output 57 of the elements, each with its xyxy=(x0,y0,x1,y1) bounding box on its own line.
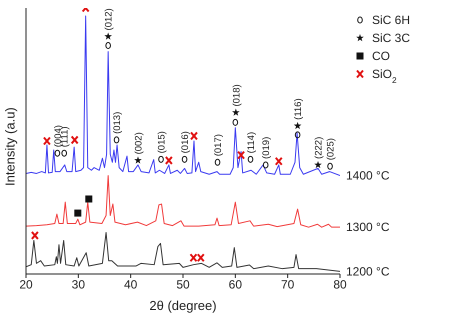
point xyxy=(105,42,111,50)
point xyxy=(61,150,68,157)
annotation: (017) xyxy=(213,134,224,156)
point xyxy=(42,136,51,146)
point xyxy=(294,122,302,130)
point xyxy=(294,131,300,138)
x-tick-label: 20 xyxy=(19,278,33,292)
point xyxy=(164,156,173,165)
annotation: (025) xyxy=(326,138,337,160)
point xyxy=(104,32,112,40)
legend-label: SiO$_{2}$ xyxy=(372,67,398,85)
annotation: (012) xyxy=(104,8,115,30)
legend-label: SiC 3C xyxy=(372,31,410,45)
point xyxy=(54,150,60,157)
point xyxy=(182,156,188,163)
x-tick-label: 40 xyxy=(124,278,138,292)
point xyxy=(232,108,240,116)
point xyxy=(248,156,254,163)
point xyxy=(70,135,79,144)
annotation: (019) xyxy=(261,136,272,159)
point xyxy=(237,150,246,160)
annotation: (018) xyxy=(231,84,242,107)
point xyxy=(214,158,220,166)
point xyxy=(30,230,39,240)
point xyxy=(196,253,205,262)
x-tick-label: 30 xyxy=(72,278,86,292)
annotation: (015) xyxy=(156,131,168,154)
legend-label: SiC 6H xyxy=(372,13,410,27)
point xyxy=(314,160,322,168)
x-tick-label: 60 xyxy=(228,278,242,292)
annotation: (004) xyxy=(52,125,64,148)
annotation: (116) xyxy=(293,98,304,120)
point xyxy=(274,156,283,166)
legend-label: CO xyxy=(372,49,390,63)
point xyxy=(262,161,268,168)
point xyxy=(189,253,198,262)
point xyxy=(232,118,238,126)
annotation: (002) xyxy=(133,132,144,154)
point xyxy=(190,131,198,140)
series-label: 1400 °C xyxy=(346,168,390,183)
point xyxy=(327,162,333,170)
y-axis-title: Intensity (a.u) xyxy=(2,107,18,186)
annotation: (114) xyxy=(246,132,258,154)
point xyxy=(158,156,164,163)
point xyxy=(134,156,142,164)
x-axis-title: 2θ (degree) xyxy=(149,298,217,313)
x-tick-label: 70 xyxy=(280,278,295,292)
series-label: 1200 °C xyxy=(346,264,390,278)
point xyxy=(114,136,120,144)
series-label: 1300 °C xyxy=(346,220,390,234)
annotation: (016) xyxy=(180,131,192,154)
annotation: (013) xyxy=(112,112,124,134)
point xyxy=(74,210,82,217)
annotation: (222) xyxy=(314,136,325,159)
x-tick-label: 80 xyxy=(333,278,347,292)
point xyxy=(85,195,92,202)
x-tick-label: 50 xyxy=(176,278,190,292)
